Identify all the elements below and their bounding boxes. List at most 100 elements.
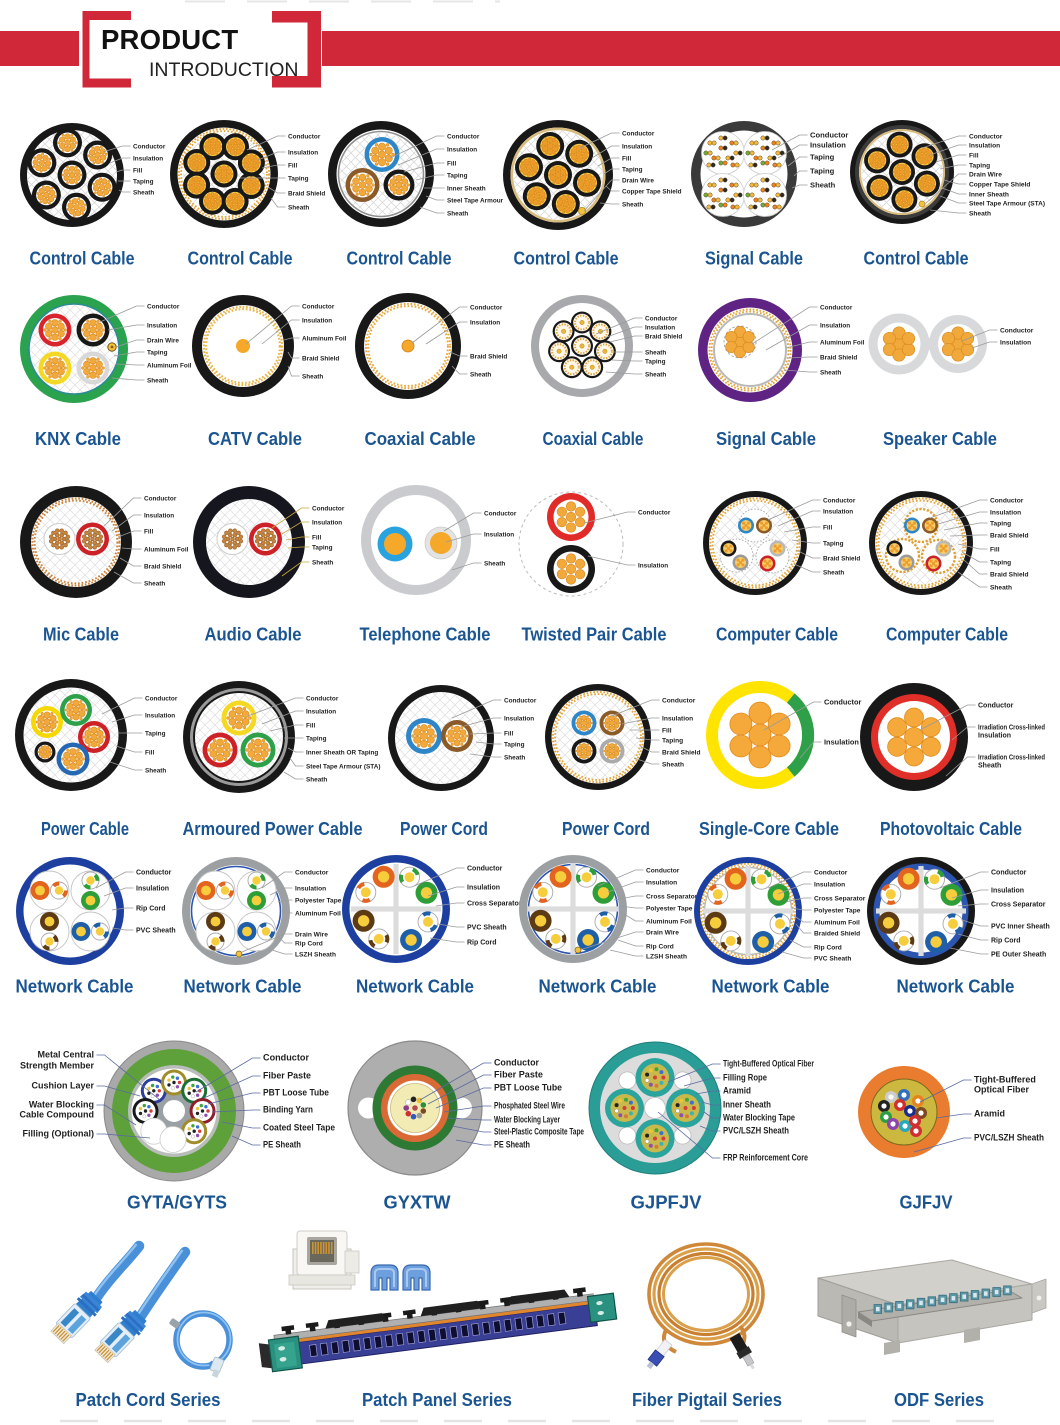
svg-text:Water Blocking Layer: Water Blocking Layer: [494, 1114, 560, 1124]
svg-text:Sheath: Sheath: [470, 371, 491, 378]
svg-text:Sheath: Sheath: [622, 201, 643, 208]
svg-text:Water Blocking Tape: Water Blocking Tape: [723, 1112, 795, 1122]
svg-text:Fiber Pigtail Series: Fiber Pigtail Series: [632, 1389, 782, 1410]
svg-text:Sheath: Sheath: [484, 560, 505, 567]
svg-text:Conductor: Conductor: [147, 303, 180, 310]
svg-text:Patch Cord Series: Patch Cord Series: [76, 1389, 221, 1410]
svg-text:PVC Inner Sheath: PVC Inner Sheath: [991, 923, 1050, 930]
svg-text:PRODUCT: PRODUCT: [101, 24, 238, 55]
svg-text:Sheath: Sheath: [645, 371, 666, 378]
svg-text:Conductor: Conductor: [991, 869, 1027, 876]
svg-text:Network Cable: Network Cable: [712, 976, 830, 997]
svg-text:Aluminum Foil: Aluminum Foil: [147, 362, 192, 369]
svg-text:Cross Separator: Cross Separator: [467, 900, 522, 907]
svg-text:Braid Shield: Braid Shield: [470, 353, 507, 360]
svg-text:CATV Cable: CATV Cable: [208, 428, 302, 449]
svg-text:Polyester Tape: Polyester Tape: [814, 907, 861, 914]
svg-text:Taping: Taping: [133, 178, 154, 185]
svg-text:Braided Shield: Braided Shield: [814, 930, 860, 937]
svg-text:Photovoltaic Cable: Photovoltaic Cable: [880, 818, 1022, 839]
svg-text:Power Cable: Power Cable: [41, 818, 129, 839]
svg-text:Cushion Layer: Cushion Layer: [31, 1080, 94, 1090]
svg-text:Fill: Fill: [504, 730, 513, 737]
svg-text:Braid Shield: Braid Shield: [144, 563, 181, 570]
svg-text:PBT Loose Tube: PBT Loose Tube: [263, 1087, 329, 1097]
svg-text:Network Cable: Network Cable: [897, 976, 1015, 997]
svg-text:Conductor: Conductor: [288, 133, 321, 140]
svg-text:Insulation: Insulation: [288, 149, 318, 156]
svg-text:Taping: Taping: [447, 172, 468, 179]
svg-text:Fill: Fill: [144, 528, 153, 535]
svg-text:Fill: Fill: [312, 534, 321, 541]
svg-text:Sheath: Sheath: [823, 569, 844, 576]
svg-text:Insulation: Insulation: [470, 319, 500, 326]
svg-text:PVC Sheath: PVC Sheath: [467, 924, 507, 931]
svg-text:Conductor: Conductor: [467, 865, 503, 872]
svg-text:Sheath: Sheath: [302, 373, 323, 380]
svg-text:Braid Shield: Braid Shield: [823, 555, 860, 562]
svg-text:Fill: Fill: [622, 155, 631, 162]
svg-text:Rip Cord: Rip Cord: [295, 940, 323, 947]
svg-text:Sheath: Sheath: [978, 762, 1001, 769]
svg-text:Conductor: Conductor: [662, 697, 696, 704]
svg-text:Taping: Taping: [810, 166, 835, 175]
svg-text:Insulation: Insulation: [312, 519, 342, 526]
svg-text:PVC/LSZH Sheath: PVC/LSZH Sheath: [723, 1125, 789, 1135]
svg-text:GYXTW: GYXTW: [384, 1191, 452, 1212]
svg-text:Metal Central: Metal Central: [37, 1049, 94, 1059]
svg-text:Fill: Fill: [306, 722, 315, 729]
svg-text:Control Cable: Control Cable: [864, 248, 969, 269]
svg-text:Conductor: Conductor: [638, 509, 671, 516]
svg-text:Conductor: Conductor: [646, 867, 680, 874]
svg-text:Aramid: Aramid: [974, 1108, 1005, 1118]
svg-text:Insulation: Insulation: [824, 737, 859, 746]
svg-text:Conductor: Conductor: [978, 702, 1014, 709]
svg-text:Aluminum Foil: Aluminum Foil: [302, 335, 347, 342]
svg-text:Inner Sheath: Inner Sheath: [969, 191, 1009, 198]
svg-text:Aluminum Foil: Aluminum Foil: [814, 919, 860, 926]
svg-text:Sheath: Sheath: [820, 369, 841, 376]
svg-text:Conductor: Conductor: [1000, 327, 1034, 334]
svg-text:Fill: Fill: [288, 162, 297, 169]
svg-text:Patch Panel Series: Patch Panel Series: [362, 1389, 512, 1410]
svg-text:Sheath: Sheath: [645, 349, 666, 356]
svg-text:Armoured Power Cable: Armoured Power Cable: [183, 818, 363, 839]
svg-text:Sheath: Sheath: [504, 754, 525, 761]
svg-text:Conductor: Conductor: [263, 1052, 309, 1062]
svg-text:Power Cord: Power Cord: [562, 818, 650, 839]
svg-text:Conductor: Conductor: [990, 497, 1024, 504]
svg-text:Conductor: Conductor: [295, 869, 329, 876]
svg-text:Insulation: Insulation: [814, 881, 845, 888]
svg-text:Steel-Plastic Composite Tape: Steel-Plastic Composite Tape: [494, 1126, 584, 1136]
svg-text:Insulation: Insulation: [144, 512, 174, 519]
svg-text:Sheath: Sheath: [144, 580, 165, 587]
svg-text:Inner Sheath: Inner Sheath: [447, 185, 486, 192]
svg-text:Taping: Taping: [622, 166, 643, 173]
svg-text:Coaxial Cable: Coaxial Cable: [365, 428, 476, 449]
svg-text:Rip Cord: Rip Cord: [467, 939, 497, 946]
svg-text:Aluminum Foil: Aluminum Foil: [646, 918, 692, 925]
svg-text:Control Cable: Control Cable: [514, 248, 619, 269]
svg-text:Aluminum Foil: Aluminum Foil: [295, 910, 341, 917]
svg-text:Polyester Tape: Polyester Tape: [646, 905, 693, 912]
svg-text:Conductor: Conductor: [302, 303, 335, 310]
svg-text:Insulation: Insulation: [645, 324, 675, 331]
svg-text:Rip Cord: Rip Cord: [814, 944, 842, 951]
svg-text:Fill: Fill: [447, 160, 456, 167]
svg-text:Insulation: Insulation: [133, 155, 163, 162]
svg-text:Twisted Pair Cable: Twisted Pair Cable: [522, 624, 667, 645]
svg-text:Taping: Taping: [145, 730, 166, 737]
svg-text:Coaxial Cable: Coaxial Cable: [543, 428, 644, 449]
svg-text:Sheath: Sheath: [306, 776, 327, 783]
svg-text:Computer Cable: Computer Cable: [886, 624, 1008, 645]
svg-text:Rip Cord: Rip Cord: [136, 905, 166, 912]
svg-text:Drain Wire: Drain Wire: [969, 171, 1002, 178]
svg-text:Filling (Optional): Filling (Optional): [23, 1128, 95, 1138]
svg-text:Taping: Taping: [504, 741, 525, 748]
svg-text:Insulation: Insulation: [978, 732, 1011, 739]
svg-text:Irradiation Cross-linked: Irradiation Cross-linked: [978, 754, 1045, 761]
svg-text:Drain Wire: Drain Wire: [622, 177, 654, 184]
svg-text:Sheath: Sheath: [312, 559, 333, 566]
svg-text:Cable Compound: Cable Compound: [20, 1109, 95, 1119]
svg-text:Steel Tape Armour: Steel Tape Armour: [447, 197, 504, 204]
